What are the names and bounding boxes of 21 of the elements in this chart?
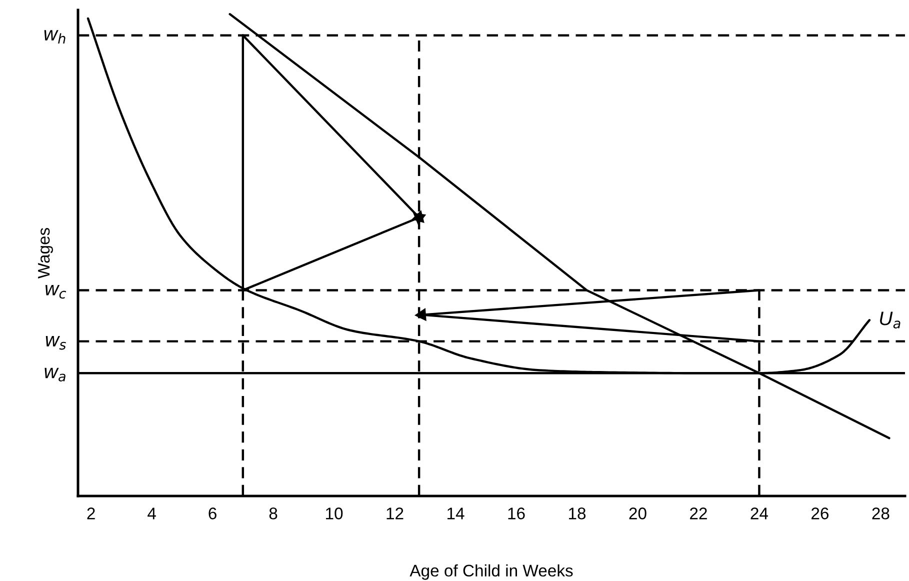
x-axis-title: Age of Child in Weeks	[410, 564, 573, 580]
x-tick-label: 22	[690, 508, 707, 520]
x-tick-label: 26	[812, 508, 828, 520]
x-tick-label: 4	[148, 508, 156, 520]
x-tick-label: 6	[208, 508, 216, 520]
ref-line-label: w$_{a}$	[44, 368, 66, 382]
ref-line-label: w$_{s}$	[46, 336, 66, 350]
x-tick-label: 10	[326, 508, 343, 520]
ref-line-label: w$_{c}$	[45, 284, 66, 299]
x-tick-label: 14	[448, 508, 464, 520]
x-tick-label: 24	[750, 508, 768, 520]
y-axis-title: Wages	[38, 228, 53, 279]
x-tick-label: 20	[629, 508, 646, 520]
x-tick-label: 16	[508, 508, 525, 520]
x-tick-label: 28	[872, 508, 890, 520]
x-tick-label: 18	[568, 508, 586, 520]
x-tick-label: 12	[386, 508, 404, 520]
ref-line-label: w$_{h}$	[44, 30, 66, 44]
annotation: U$_{a}$	[880, 312, 900, 328]
x-tick-label: 8	[269, 508, 278, 520]
x-tick-label: 2	[87, 508, 95, 520]
